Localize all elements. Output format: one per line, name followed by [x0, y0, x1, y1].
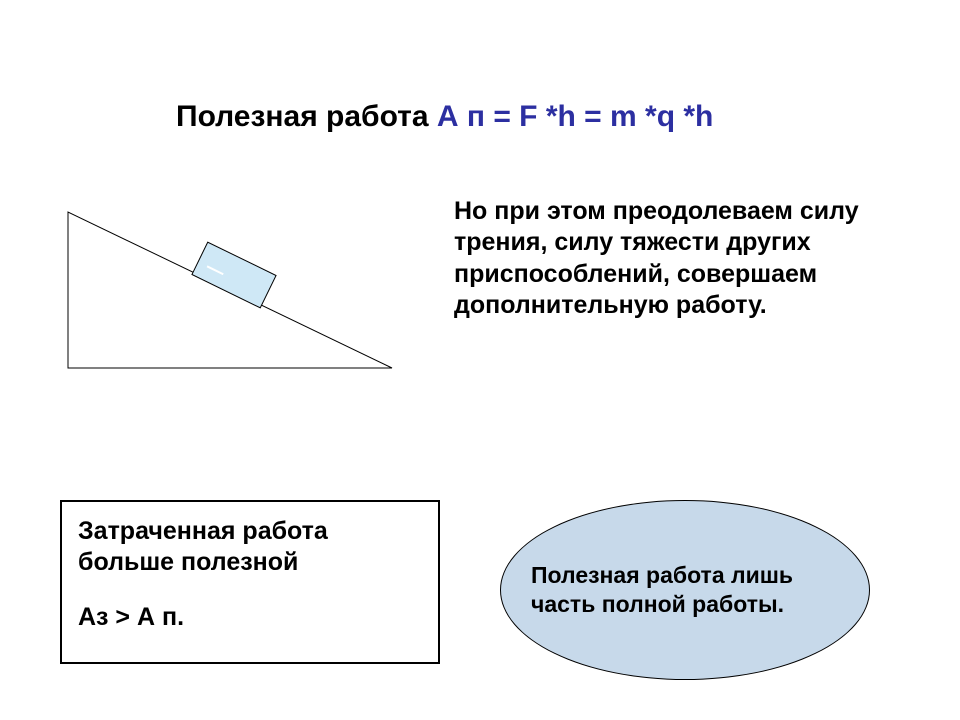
title-formula: А п = F *h = m *q *h — [437, 100, 714, 133]
physics-slide: Полезная работа А п = F *h = m *q *h Но … — [0, 0, 960, 720]
expended-work-box: Затраченная работа больше полезной Аз > … — [60, 500, 440, 664]
incline-svg — [56, 200, 396, 380]
useful-work-ellipse: Полезная работа лишь часть полной работы… — [500, 500, 870, 680]
expended-work-line2: Аз > А п. — [78, 603, 422, 632]
block-rect — [192, 242, 276, 308]
block-group — [192, 242, 276, 308]
expended-work-line1: Затраченная работа больше полезной — [78, 516, 422, 579]
ellipse-text: Полезная работа лишь часть полной работы… — [531, 561, 839, 619]
incline-diagram — [56, 200, 396, 385]
body-paragraph: Но при этом преодолеваем силу трения, си… — [454, 196, 914, 321]
slide-title: Полезная работа А п = F *h = m *q *h — [176, 100, 713, 134]
title-prefix: Полезная работа — [176, 100, 437, 133]
